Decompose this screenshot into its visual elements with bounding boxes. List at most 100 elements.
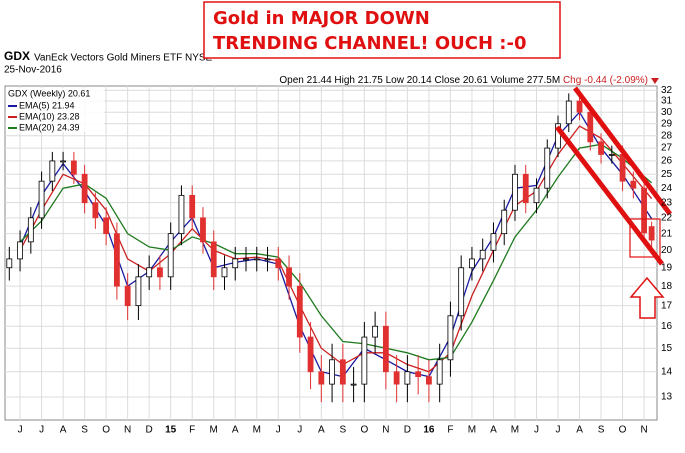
- legend-label: GDX (Weekly) 20.61: [8, 88, 90, 98]
- candle-body: [447, 315, 454, 361]
- candle-body: [576, 100, 583, 113]
- candle-body: [6, 258, 13, 269]
- candle-body: [522, 173, 529, 204]
- x-tick-label: A: [576, 425, 583, 436]
- x-tick-label: M: [253, 425, 261, 436]
- x-tick-label: D: [404, 425, 411, 436]
- y-tick-label: 26: [661, 156, 673, 167]
- x-tick-label: J: [556, 425, 561, 436]
- x-tick-label: N: [124, 425, 131, 436]
- candle-body: [27, 217, 34, 243]
- x-tick-label: A: [232, 425, 239, 436]
- symbol: GDX: [4, 49, 30, 63]
- x-tick-label: J: [297, 425, 302, 436]
- x-tick-label: M: [210, 425, 218, 436]
- y-tick-label: 24: [661, 183, 673, 194]
- change-arrow: [651, 78, 659, 84]
- candle-body: [49, 160, 56, 182]
- highlight-box: [629, 218, 661, 258]
- legend-label: EMA(10) 23.28: [19, 111, 80, 121]
- candle-body: [382, 325, 389, 373]
- y-tick-label: 18: [661, 281, 673, 292]
- y-tick-label: 15: [661, 343, 673, 354]
- legend-label: EMA(20) 24.39: [19, 122, 80, 132]
- candle-body: [598, 141, 604, 155]
- candle-body: [124, 285, 131, 307]
- x-tick-label: S: [339, 425, 346, 436]
- candle-body: [307, 336, 314, 373]
- quote-item: Close 20.61: [435, 75, 489, 86]
- y-tick-label: 14: [661, 366, 673, 377]
- legend-label: EMA(5) 21.94: [19, 100, 75, 110]
- candle-body: [146, 267, 153, 278]
- candle-body: [318, 371, 325, 385]
- candle-body: [103, 217, 110, 235]
- x-tick-label: D: [146, 425, 153, 436]
- x-tick-label: M: [511, 425, 519, 436]
- x-tick-label: A: [318, 425, 325, 436]
- y-tick-label: 17: [661, 300, 673, 311]
- ema-line: [19, 143, 653, 361]
- candle-body: [167, 233, 174, 278]
- quote-item: Open 21.44: [279, 75, 332, 86]
- subtitle: VanEck Vectors Gold Miners ETF NYSE: [34, 53, 213, 64]
- x-tick-label: J: [534, 425, 539, 436]
- channel-line: [555, 125, 664, 266]
- candle-body: [619, 154, 626, 182]
- quote: Open 21.44 High 21.75 Low 20.14 Close 20…: [279, 75, 648, 86]
- candle-body: [608, 154, 615, 156]
- x-tick-label: N: [640, 425, 647, 436]
- x-tick-label: N: [382, 425, 389, 436]
- candle-body: [426, 376, 432, 385]
- x-tick-label: S: [598, 425, 605, 436]
- annotation: TRENDING CHANNEL! OUCH :-0: [213, 33, 526, 54]
- x-tick-label: J: [18, 425, 23, 436]
- candle-body: [648, 226, 655, 241]
- y-tick-label: 20: [661, 245, 673, 256]
- candle-body: [555, 123, 561, 149]
- x-tick-label: F: [447, 425, 453, 436]
- candle-body: [17, 241, 23, 260]
- y-tick-label: 25: [661, 169, 673, 180]
- y-tick-label: 29: [661, 118, 673, 129]
- candle-body: [533, 187, 540, 204]
- x-tick-label: J: [39, 425, 44, 436]
- candle-body: [60, 160, 66, 163]
- candle-body: [490, 233, 497, 251]
- y-tick-label: 32: [661, 85, 673, 96]
- x-tick-label: M: [468, 425, 476, 436]
- candle-body: [469, 258, 475, 269]
- candle-body: [221, 267, 228, 278]
- y-tick-label: 21: [661, 228, 673, 239]
- candle-body: [565, 100, 572, 125]
- y-tick-label: 19: [661, 262, 673, 273]
- x-tick-label: F: [189, 425, 195, 436]
- up-arrow: [629, 276, 665, 319]
- x-tick-label: O: [360, 425, 368, 436]
- annotation-box: [203, 1, 561, 59]
- candle-body: [70, 160, 77, 175]
- x-tick-label: 16: [423, 425, 435, 436]
- candle-body: [404, 371, 411, 385]
- candle-body: [135, 276, 142, 307]
- x-tick-label: J: [276, 425, 281, 436]
- candle-body: [92, 202, 99, 219]
- candle-body: [501, 209, 508, 235]
- x-tick-label: O: [619, 425, 627, 436]
- candle-body: [253, 258, 260, 261]
- candle-body: [232, 258, 239, 269]
- candle-body: [479, 249, 486, 260]
- y-tick-label: 13: [661, 392, 673, 403]
- x-tick-label: 15: [165, 425, 177, 436]
- candle-body: [113, 233, 120, 287]
- y-tick-label: 16: [661, 321, 673, 332]
- candle-body: [210, 241, 217, 278]
- candle-body: [157, 267, 163, 278]
- candle-body: [641, 187, 647, 234]
- channel-line: [573, 86, 672, 216]
- y-tick-label: 22: [661, 212, 673, 223]
- quote-item: High 21.75: [334, 75, 383, 86]
- quote-item: Volume 277.5M: [491, 75, 561, 86]
